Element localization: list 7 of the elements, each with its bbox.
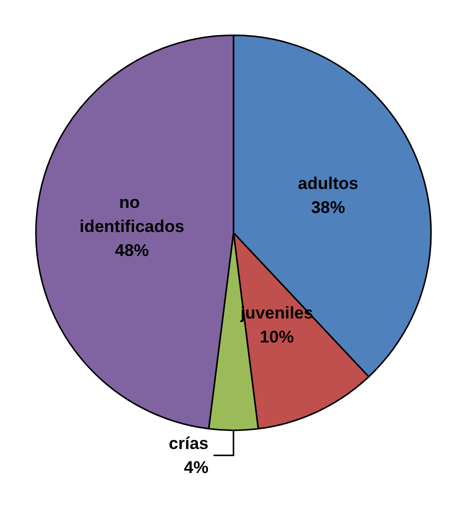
- data-label: 4%: [184, 458, 208, 477]
- slice-label: crías: [168, 434, 208, 453]
- data-label: 48%: [114, 240, 149, 260]
- data-label: 10%: [260, 327, 294, 346]
- slice-label: adultos: [298, 174, 358, 193]
- data-label: 38%: [311, 198, 346, 217]
- slice-label: no identificados: [79, 192, 184, 236]
